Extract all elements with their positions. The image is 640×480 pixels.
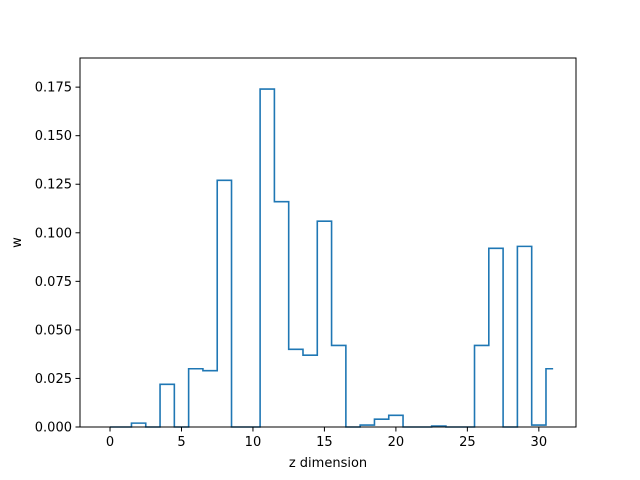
y-tick-label: 0.125 — [35, 178, 72, 193]
y-tick-label: 0.075 — [35, 275, 72, 290]
x-tick-label: 25 — [459, 435, 476, 450]
y-axis-label: w — [10, 237, 25, 248]
x-tick-label: 15 — [316, 435, 333, 450]
x-tick-label: 0 — [106, 435, 114, 450]
x-tick-label: 10 — [245, 435, 262, 450]
plot-frame — [79, 57, 577, 428]
y-tick-label: 0.100 — [35, 226, 72, 241]
x-tick-label: 5 — [177, 435, 185, 450]
y-tick-label: 0.175 — [35, 81, 72, 96]
y-tick-label: 0.025 — [35, 372, 72, 387]
y-tick-label: 0.000 — [35, 421, 72, 436]
plot-area — [79, 57, 577, 428]
y-tick-label: 0.050 — [35, 323, 72, 338]
y-axis: 0.000 0.025 0.050 0.075 0.100 0.125 0.150 0.175 — [35, 81, 80, 436]
x-axis-label: z dimension — [289, 456, 367, 471]
x-axis: 0 5 10 15 20 25 30 — [106, 427, 547, 450]
x-tick-label: 30 — [531, 435, 548, 450]
y-tick-label: 0.150 — [35, 129, 72, 144]
x-tick-label: 20 — [388, 435, 405, 450]
